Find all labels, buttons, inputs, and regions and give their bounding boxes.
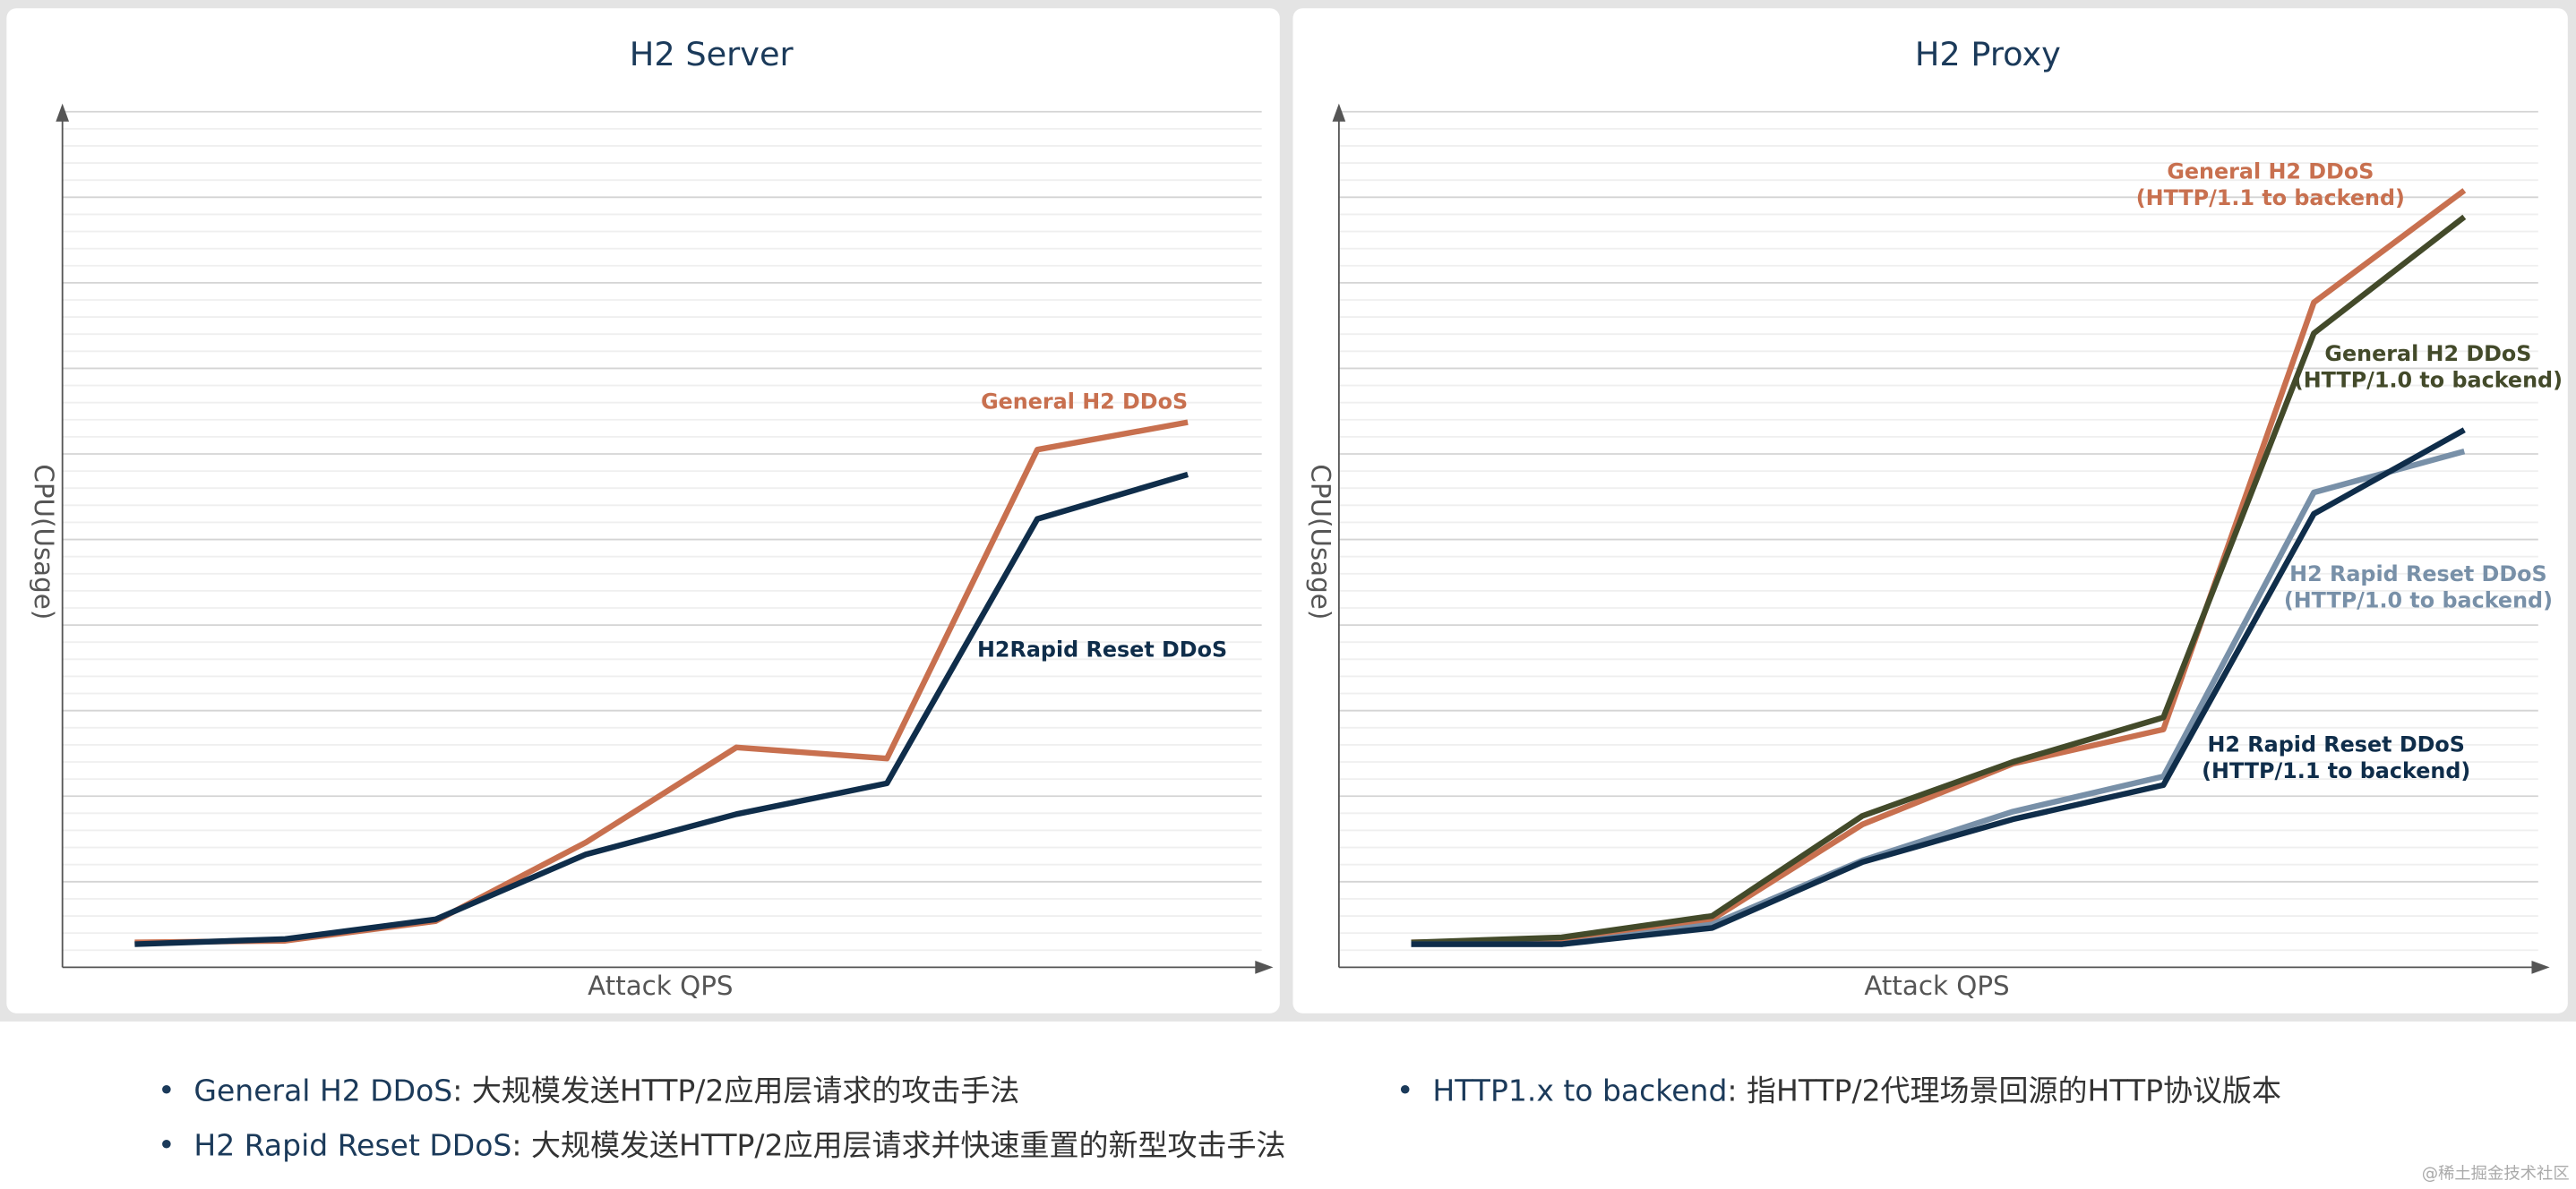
series-line	[1411, 188, 2467, 945]
y-axis-label: CPU(Usage)	[29, 464, 59, 620]
chart: H2 Server Attack QPS CPU(Usage) General H2 …	[29, 35, 1274, 1001]
note: H2 Rapid Reset DDoS: 大规模发送HTTP/2应用层请求并快速…	[193, 1127, 1285, 1162]
series-label-line: H2Rapid Reset DDoS	[977, 637, 1227, 662]
series-label: General H2 DDoS (HTTP/1.0 to backend)	[2294, 341, 2563, 392]
series-line	[1411, 427, 2466, 947]
x-axis-label: Attack QPS	[1864, 971, 2009, 1001]
series-label-line: (HTTP/1.1 to backend)	[2202, 758, 2470, 783]
panel	[1292, 8, 2568, 1014]
series-label: H2 Rapid Reset DDoS (HTTP/1.0 to backend)	[2284, 560, 2553, 612]
panel	[6, 8, 1280, 1014]
series-label-line: (HTTP/1.1 to backend)	[2136, 184, 2405, 210]
note-text: : 大规模发送HTTP/2应用层请求并快速重置的新型攻击手法	[511, 1127, 1285, 1162]
series-label-line: (HTTP/1.0 to backend)	[2284, 587, 2553, 612]
series-label-line: H2 Rapid Reset DDoS	[2207, 731, 2464, 757]
y-axis-arrow	[1332, 103, 1346, 122]
series-label: H2Rapid Reset DDoS	[977, 637, 1227, 662]
series-line	[134, 471, 1189, 947]
note-term: HTTP1.x to backend	[1432, 1073, 1727, 1108]
chart-title: H2 Proxy	[1915, 35, 2061, 73]
bullet-dot: •	[158, 1073, 175, 1108]
bullet-dot: •	[1396, 1073, 1413, 1108]
chart: H2 Proxy Attack QPS CPU(Usage) General H2 D…	[1305, 35, 2563, 1001]
note-text: : 大规模发送HTTP/2应用层请求的攻击手法	[452, 1073, 1019, 1108]
series-label-line: H2 Rapid Reset DDoS	[2289, 560, 2546, 586]
series-label: General H2 DDoS	[981, 389, 1188, 414]
series-label-line: (HTTP/1.0 to backend)	[2294, 367, 2563, 392]
bullet-dot: •	[158, 1127, 175, 1162]
note-text: : 指HTTP/2代理场景回源的HTTP协议版本	[1727, 1073, 2281, 1108]
series-label: General H2 DDoS (HTTP/1.1 to backend)	[2136, 158, 2405, 210]
note-term: General H2 DDoS	[193, 1073, 452, 1108]
note: HTTP1.x to backend: 指HTTP/2代理场景回源的HTTP协议…	[1432, 1073, 2281, 1108]
series-label-line: General H2 DDoS	[2324, 341, 2531, 366]
note-term: H2 Rapid Reset DDoS	[193, 1127, 511, 1162]
series-label: H2 Rapid Reset DDoS (HTTP/1.1 to backend)	[2202, 731, 2470, 783]
x-axis-label: Attack QPS	[588, 971, 733, 1001]
series-line	[1411, 214, 2467, 945]
x-axis-arrow	[1255, 961, 1274, 974]
chart-title: H2 Server	[630, 35, 794, 73]
note: General H2 DDoS: 大规模发送HTTP/2应用层请求的攻击手法	[193, 1073, 1019, 1108]
series-label-line: General H2 DDoS	[2167, 158, 2374, 184]
notes: • General H2 DDoS: 大规模发送HTTP/2应用层请求的攻击手法…	[158, 1073, 2281, 1162]
y-axis-label: CPU(Usage)	[1305, 464, 1335, 620]
y-axis-arrow	[56, 103, 70, 122]
x-axis-arrow	[2531, 961, 2550, 974]
watermark: @稀土掘金技术社区	[2422, 1164, 2570, 1183]
series-label-line: General H2 DDoS	[981, 389, 1188, 414]
